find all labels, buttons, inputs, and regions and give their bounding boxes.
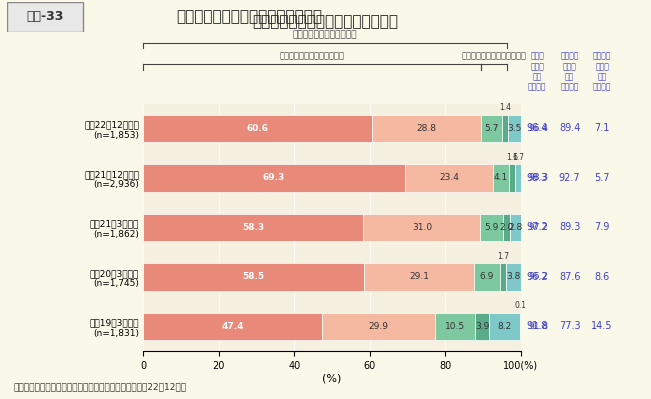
Text: 8.2: 8.2 (498, 322, 512, 331)
Bar (143, 164, 405, 192)
Text: 87.6: 87.6 (559, 272, 581, 282)
Bar (480, 214, 503, 241)
Text: 6.9: 6.9 (480, 273, 494, 281)
Text: 3.5: 3.5 (507, 124, 521, 133)
Text: 5.7: 5.7 (484, 124, 499, 133)
Text: 10.5: 10.5 (445, 322, 465, 331)
Bar (475, 313, 490, 340)
Text: 資料：内閣府「食育の現状と意識に関する調査」（平成22年12月）: 資料：内閣府「食育の現状と意識に関する調査」（平成22年12月） (13, 382, 186, 391)
Text: 96.4: 96.4 (529, 124, 548, 133)
Bar (500, 263, 506, 290)
Bar (143, 313, 322, 340)
Text: 意味まで
知って
いた
（小計）: 意味まで 知って いた （小計） (561, 51, 579, 92)
Bar (143, 263, 364, 290)
Text: 3.9: 3.9 (475, 322, 490, 331)
Bar (481, 115, 503, 142)
Text: 98.3: 98.3 (527, 173, 547, 183)
Text: 77.3: 77.3 (559, 321, 581, 332)
Text: 5.7: 5.7 (594, 173, 610, 183)
Text: 58.3: 58.3 (242, 223, 264, 232)
Bar (322, 313, 435, 340)
Text: 言葉は
知って
いた
（小計）: 言葉は 知って いた （小計） (528, 51, 546, 92)
Text: 29.9: 29.9 (368, 322, 389, 331)
Text: 92.7: 92.7 (559, 173, 581, 183)
Text: 97.2: 97.2 (529, 223, 548, 232)
Bar (490, 313, 520, 340)
Bar (506, 263, 521, 290)
Bar (435, 313, 475, 340)
Bar (372, 115, 481, 142)
Text: 28.8: 28.8 (417, 124, 436, 133)
Text: 91.8: 91.8 (527, 321, 547, 332)
Text: 1.6: 1.6 (506, 153, 518, 162)
Text: 96.2: 96.2 (526, 272, 548, 282)
Bar (7, 2, 83, 32)
Text: 2.8: 2.8 (508, 223, 523, 232)
Bar (143, 214, 363, 241)
Text: 言葉は知っていた（小計）: 言葉は知っていた（小計） (293, 30, 357, 39)
Text: 47.4: 47.4 (221, 322, 244, 331)
Text: 7.1: 7.1 (594, 123, 610, 134)
Text: 図表-33: 図表-33 (26, 10, 64, 24)
Text: 1.7: 1.7 (497, 252, 509, 261)
Text: メタボリックシンドロームの認知度: メタボリックシンドロームの認知度 (253, 14, 398, 29)
Text: 58.5: 58.5 (243, 273, 265, 281)
Text: 1.7: 1.7 (512, 153, 524, 162)
Text: 0.1: 0.1 (514, 301, 527, 310)
Text: 31.0: 31.0 (412, 223, 432, 232)
Text: 7.9: 7.9 (594, 222, 610, 233)
Bar (510, 214, 521, 241)
Text: 91.8: 91.8 (529, 322, 549, 331)
Bar (508, 164, 515, 192)
Text: 98.3: 98.3 (529, 174, 549, 182)
Text: 60.6: 60.6 (247, 124, 269, 133)
Text: 69.3: 69.3 (263, 174, 285, 182)
Text: 意味まで知っていた（小計）: 意味まで知っていた（小計） (279, 51, 344, 61)
Text: 8.6: 8.6 (594, 272, 610, 282)
Text: 89.4: 89.4 (559, 123, 580, 134)
X-axis label: (%): (%) (322, 373, 342, 383)
Text: 97.2: 97.2 (526, 222, 548, 233)
Bar (503, 214, 510, 241)
Text: 意味までは知らない（小計）: 意味までは知らない（小計） (462, 51, 527, 61)
Text: 3.8: 3.8 (506, 273, 521, 281)
Bar (503, 115, 508, 142)
Bar (364, 263, 474, 290)
Bar (474, 263, 500, 290)
Text: 14.5: 14.5 (591, 321, 613, 332)
Text: 29.1: 29.1 (409, 273, 429, 281)
Bar (493, 164, 508, 192)
Bar (363, 214, 480, 241)
Text: 23.4: 23.4 (439, 174, 459, 182)
Text: 5.9: 5.9 (484, 223, 499, 232)
Bar (508, 115, 521, 142)
Text: 96.2: 96.2 (529, 273, 548, 281)
Text: 89.3: 89.3 (559, 222, 580, 233)
Bar (515, 164, 521, 192)
Text: 意味まで
は知ら
ない
（小計）: 意味まで は知ら ない （小計） (593, 51, 611, 92)
Text: 96.4: 96.4 (527, 123, 547, 134)
Text: 4.1: 4.1 (494, 174, 508, 182)
Bar (143, 115, 372, 142)
Text: メタボリックシンドロームの認知度: メタボリックシンドロームの認知度 (176, 10, 322, 24)
Bar (405, 164, 493, 192)
Text: 1.4: 1.4 (499, 103, 511, 112)
Text: 2.0: 2.0 (499, 223, 514, 232)
